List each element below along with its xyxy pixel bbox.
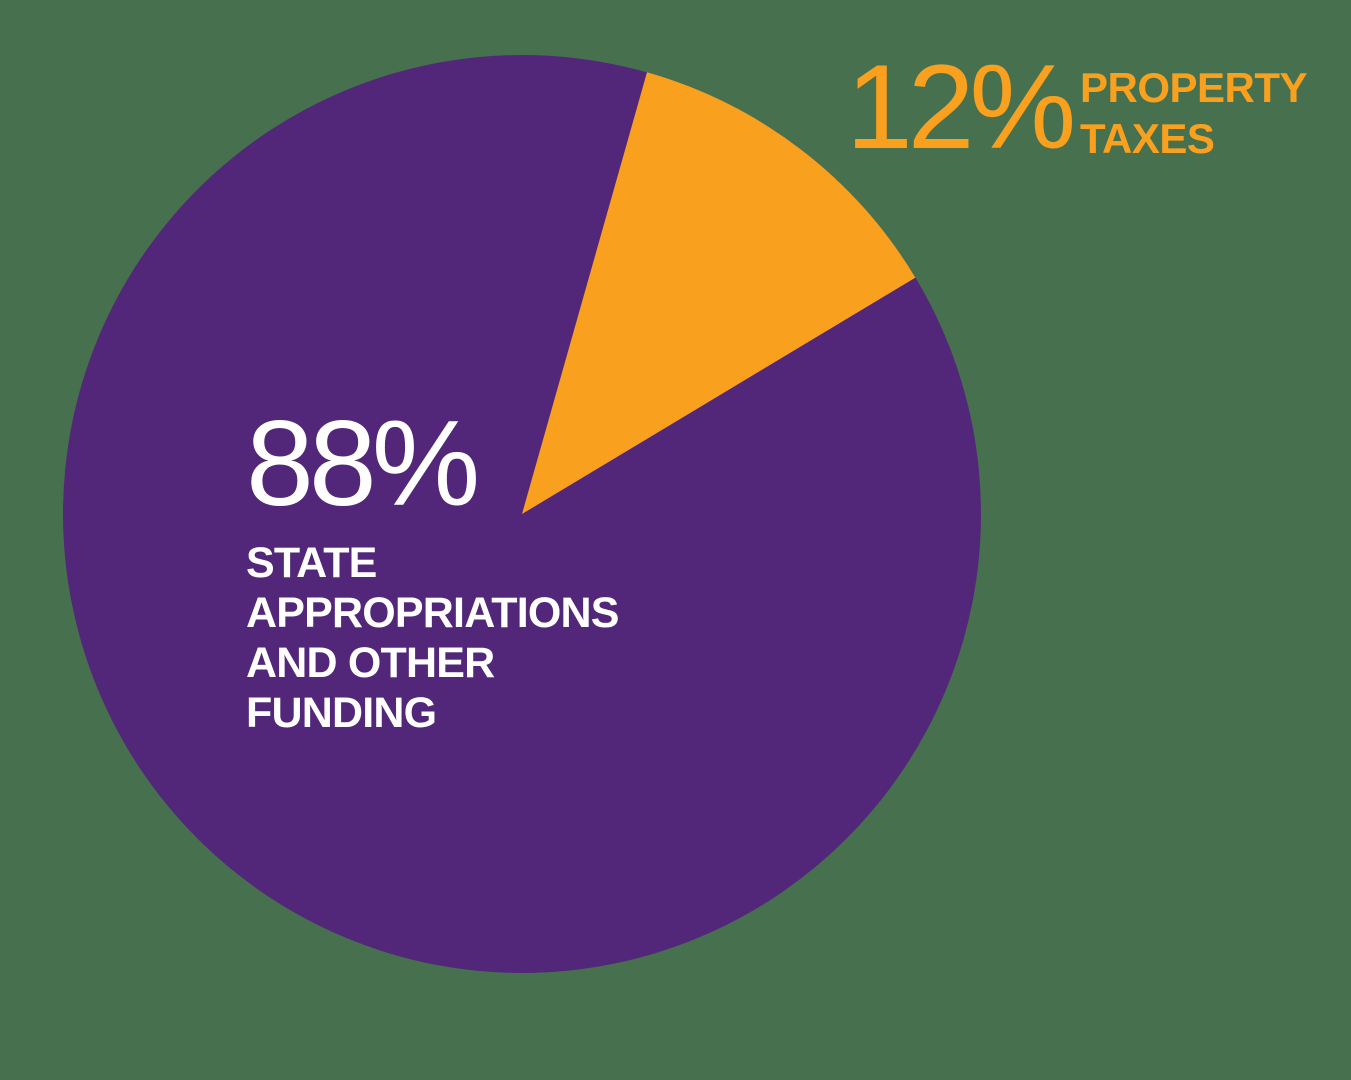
slice-label-line: PROPERTY bbox=[1080, 64, 1308, 111]
callout-state-appropriations: 88% STATE APPROPRIATIONS AND OTHER FUNDI… bbox=[246, 402, 619, 738]
slice-label-line: AND OTHER bbox=[246, 639, 495, 687]
slice-label-line: STATE bbox=[246, 539, 377, 587]
slice-label-property-taxes: PROPERTY TAXES bbox=[1080, 62, 1308, 164]
percent-value-property-taxes: 12% bbox=[846, 40, 1076, 174]
slice-label-state-appropriations: STATE APPROPRIATIONS AND OTHER FUNDING bbox=[246, 538, 619, 738]
pie-slice-property-taxes bbox=[522, 72, 916, 515]
percent-value-state-appropriations: 88% bbox=[246, 395, 480, 531]
slice-label-line: FUNDING bbox=[246, 689, 437, 737]
slice-label-line: TAXES bbox=[1080, 115, 1215, 162]
slice-label-line: APPROPRIATIONS bbox=[246, 589, 619, 637]
